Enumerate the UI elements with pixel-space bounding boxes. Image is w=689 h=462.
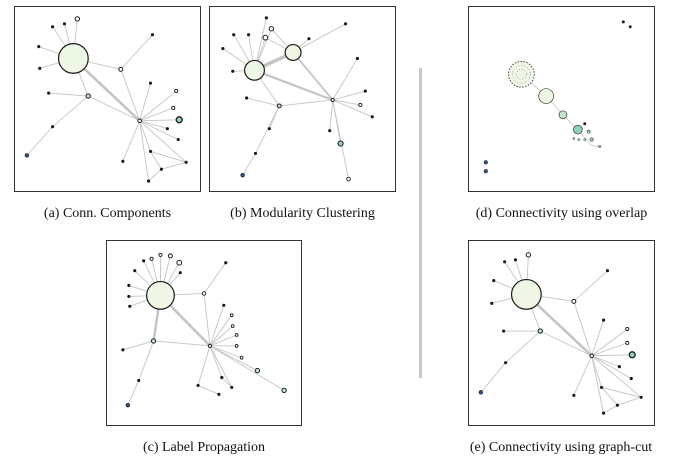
panel-d-network xyxy=(483,20,632,174)
caption-c: (c) Label Propagation xyxy=(142,440,266,455)
caption-e: (e) Connectivity using graph-cut xyxy=(469,440,653,455)
panel-divider xyxy=(419,68,422,378)
panel-e-network xyxy=(478,252,643,415)
caption-b: (b) Modularity Clustering xyxy=(230,206,375,221)
panel-e-graph xyxy=(468,240,655,426)
caption-a: (a) Conn. Components xyxy=(43,206,172,221)
panel-b-graph xyxy=(209,6,396,192)
panel-a-network xyxy=(24,16,188,183)
panel-a-graph xyxy=(14,6,201,192)
panel-b-network xyxy=(221,16,374,182)
panel-d-graph xyxy=(468,6,655,192)
panel-c-graph xyxy=(106,240,302,426)
panel-c-network xyxy=(121,252,287,408)
caption-d: (d) Connectivity using overlap xyxy=(475,206,648,221)
